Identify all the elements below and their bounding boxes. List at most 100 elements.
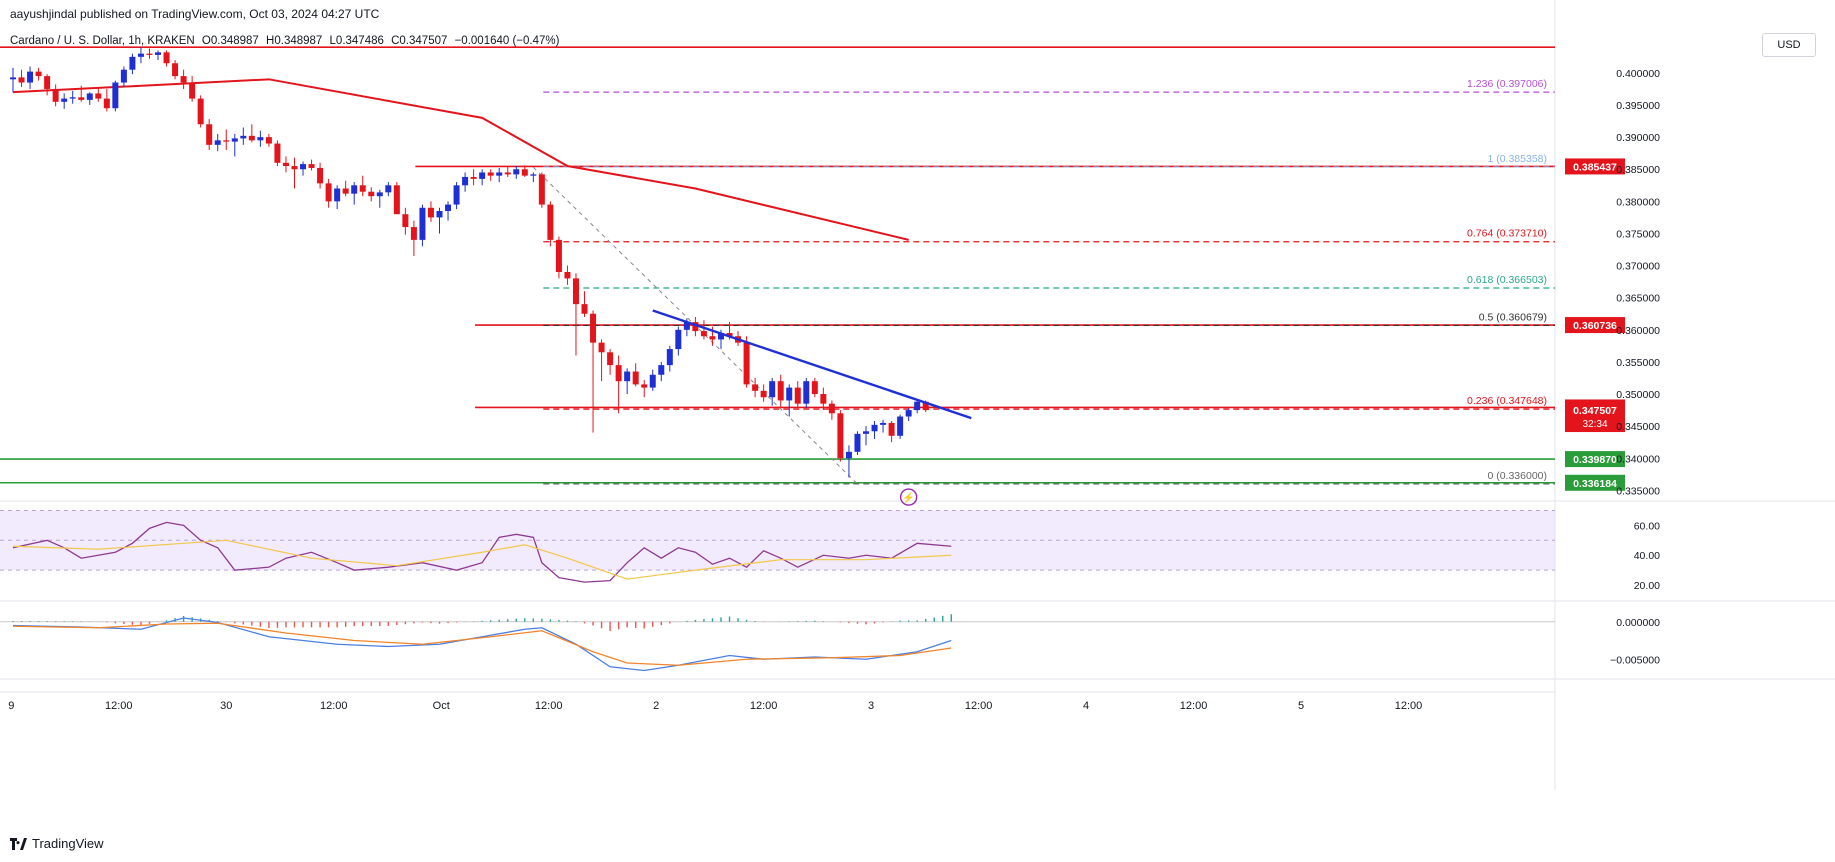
candle[interactable] <box>905 408 912 422</box>
candle[interactable] <box>197 95 204 128</box>
candle[interactable] <box>564 265 571 285</box>
candle[interactable] <box>27 66 34 89</box>
candle[interactable] <box>410 220 417 256</box>
candle[interactable] <box>300 161 307 176</box>
event-icon[interactable] <box>899 488 918 506</box>
candle[interactable] <box>137 47 144 64</box>
candle[interactable] <box>914 400 921 414</box>
candle[interactable] <box>231 133 238 157</box>
candle[interactable] <box>624 368 631 395</box>
candle[interactable] <box>752 377 759 398</box>
candle[interactable] <box>521 165 528 177</box>
candle[interactable] <box>180 69 187 89</box>
bearish-trendline[interactable] <box>652 309 972 420</box>
candle[interactable] <box>359 175 366 197</box>
candle[interactable] <box>692 316 699 337</box>
candle[interactable] <box>112 80 119 112</box>
candle[interactable] <box>103 88 110 112</box>
candle[interactable] <box>504 166 511 177</box>
candle[interactable] <box>666 345 673 372</box>
candle[interactable] <box>385 182 392 197</box>
currency-button[interactable]: USD <box>1762 33 1816 57</box>
candle[interactable] <box>675 326 682 356</box>
candle[interactable] <box>453 182 460 210</box>
candle[interactable] <box>530 172 537 183</box>
candle[interactable] <box>743 336 750 388</box>
candle[interactable] <box>291 157 298 189</box>
candle[interactable] <box>487 169 494 181</box>
candle[interactable] <box>803 377 810 409</box>
candle[interactable] <box>845 445 852 478</box>
candle[interactable] <box>206 119 213 150</box>
candle[interactable] <box>214 133 221 152</box>
candle[interactable] <box>462 172 469 192</box>
candle[interactable] <box>402 207 409 235</box>
candle[interactable] <box>777 374 784 407</box>
candle[interactable] <box>470 169 477 186</box>
candle[interactable] <box>828 400 835 420</box>
candle[interactable] <box>590 310 597 433</box>
candle[interactable] <box>547 201 554 247</box>
candle[interactable] <box>880 419 887 433</box>
candle[interactable] <box>641 379 648 398</box>
candle[interactable] <box>376 189 383 208</box>
candle[interactable] <box>78 85 85 102</box>
candle[interactable] <box>351 182 358 205</box>
candle[interactable] <box>794 381 801 409</box>
candle[interactable] <box>18 69 25 88</box>
candle[interactable] <box>274 140 281 167</box>
candle[interactable] <box>854 431 861 456</box>
candle[interactable] <box>95 87 102 102</box>
candle[interactable] <box>44 74 51 96</box>
candle[interactable] <box>427 201 434 222</box>
candle[interactable] <box>479 169 486 186</box>
candle[interactable] <box>863 426 869 446</box>
candle[interactable] <box>837 410 844 462</box>
candle[interactable] <box>513 166 520 179</box>
candle[interactable] <box>419 204 426 247</box>
candle[interactable] <box>615 355 622 414</box>
candle[interactable] <box>368 187 375 202</box>
candle[interactable] <box>155 50 162 61</box>
candle[interactable] <box>172 60 179 80</box>
candle[interactable] <box>649 369 656 391</box>
candle[interactable] <box>555 236 562 279</box>
candle[interactable] <box>146 48 153 59</box>
candle[interactable] <box>598 339 605 382</box>
candle[interactable] <box>496 167 503 183</box>
candle[interactable] <box>632 363 639 387</box>
candle[interactable] <box>265 133 272 147</box>
candle[interactable] <box>445 201 452 221</box>
candle[interactable] <box>120 66 127 88</box>
candle[interactable] <box>248 124 255 143</box>
candle[interactable] <box>888 421 895 443</box>
tradingview-logo[interactable]: TradingView <box>10 836 104 851</box>
candle[interactable] <box>325 178 332 208</box>
candle[interactable] <box>61 93 68 109</box>
candle[interactable] <box>581 291 588 317</box>
candle[interactable] <box>607 349 614 375</box>
candle[interactable] <box>69 90 76 104</box>
candle[interactable] <box>820 387 827 411</box>
candle[interactable] <box>700 320 707 340</box>
candle[interactable] <box>572 273 579 356</box>
candle[interactable] <box>189 76 196 102</box>
candle[interactable] <box>897 414 904 439</box>
candle[interactable] <box>163 50 170 67</box>
candle[interactable] <box>538 172 545 208</box>
candle[interactable] <box>317 162 324 189</box>
candle[interactable] <box>786 384 793 417</box>
candle[interactable] <box>86 92 93 106</box>
candle[interactable] <box>52 84 59 107</box>
candle[interactable] <box>871 421 878 439</box>
candle[interactable] <box>769 377 776 406</box>
candle[interactable] <box>334 185 341 210</box>
candle[interactable] <box>10 67 16 93</box>
candle[interactable] <box>436 207 443 234</box>
candle[interactable] <box>760 384 767 402</box>
candle[interactable] <box>811 377 818 398</box>
candle[interactable] <box>658 361 665 382</box>
candle[interactable] <box>240 127 247 145</box>
